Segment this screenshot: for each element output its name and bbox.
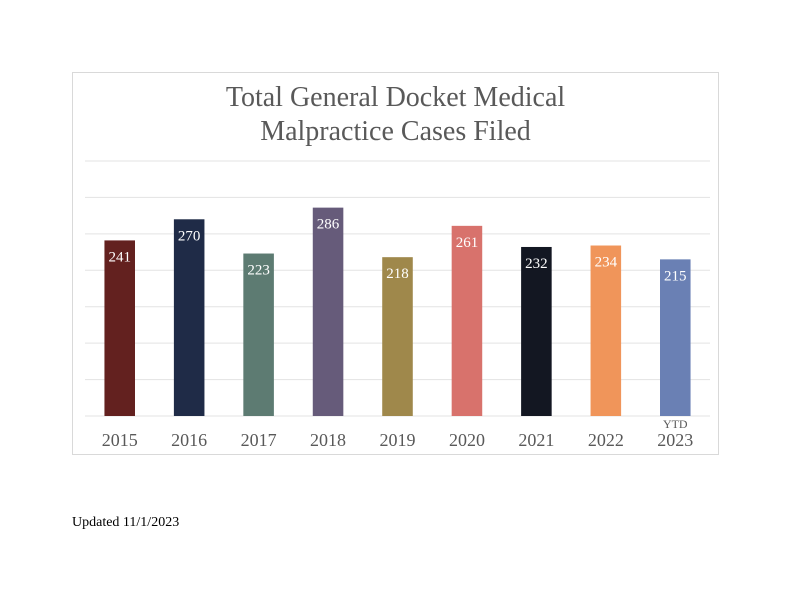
- data-label-2017: 223: [247, 263, 270, 279]
- x-tick-label-2023: 2023: [657, 430, 693, 450]
- data-label-2023: 215: [664, 268, 687, 284]
- data-label-2019: 218: [386, 266, 409, 282]
- data-label-2022: 234: [595, 255, 618, 271]
- bar-2023: [660, 259, 691, 416]
- x-tick-label-2022: 2022: [588, 430, 624, 450]
- bar-2018: [312, 207, 344, 416]
- x-tick-label-2017: 2017: [241, 430, 277, 450]
- chart-title: Total General Docket Medical Malpractice…: [73, 81, 718, 149]
- x-tick-label-2015: 2015: [102, 430, 138, 450]
- bar-2020: [451, 225, 483, 416]
- x-tick-label-2016: 2016: [171, 430, 207, 450]
- bar-2017: [243, 253, 274, 416]
- bar-chart: 241 2015 270 2016 223 2017 286 2018 218 2019 261 20…: [85, 160, 710, 450]
- chart-frame: Total General Docket Medical Malpractice…: [72, 72, 719, 455]
- bar-2019: [382, 257, 413, 416]
- data-label-2015: 241: [108, 249, 131, 265]
- updated-note: Updated 11/1/2023: [72, 515, 180, 530]
- bar-2022: [590, 245, 622, 416]
- bar-2016: [173, 219, 205, 416]
- x-tick-label-2020: 2020: [449, 430, 485, 450]
- x-tick-label-2018: 2018: [310, 430, 346, 450]
- x-tick-label-2021: 2021: [518, 430, 554, 450]
- data-label-2020: 261: [456, 235, 479, 251]
- chart-title-line-2: Malpractice Cases Filed: [260, 116, 531, 147]
- data-label-2021: 232: [525, 256, 548, 272]
- category-note-2023: YTD: [663, 417, 688, 431]
- chart-title-line-1: Total General Docket Medical: [225, 82, 566, 113]
- bar-2015: [104, 240, 135, 416]
- bar-2021: [521, 246, 552, 416]
- data-label-2018: 286: [317, 217, 340, 233]
- x-tick-label-2019: 2019: [380, 430, 416, 450]
- data-label-2016: 270: [178, 228, 201, 244]
